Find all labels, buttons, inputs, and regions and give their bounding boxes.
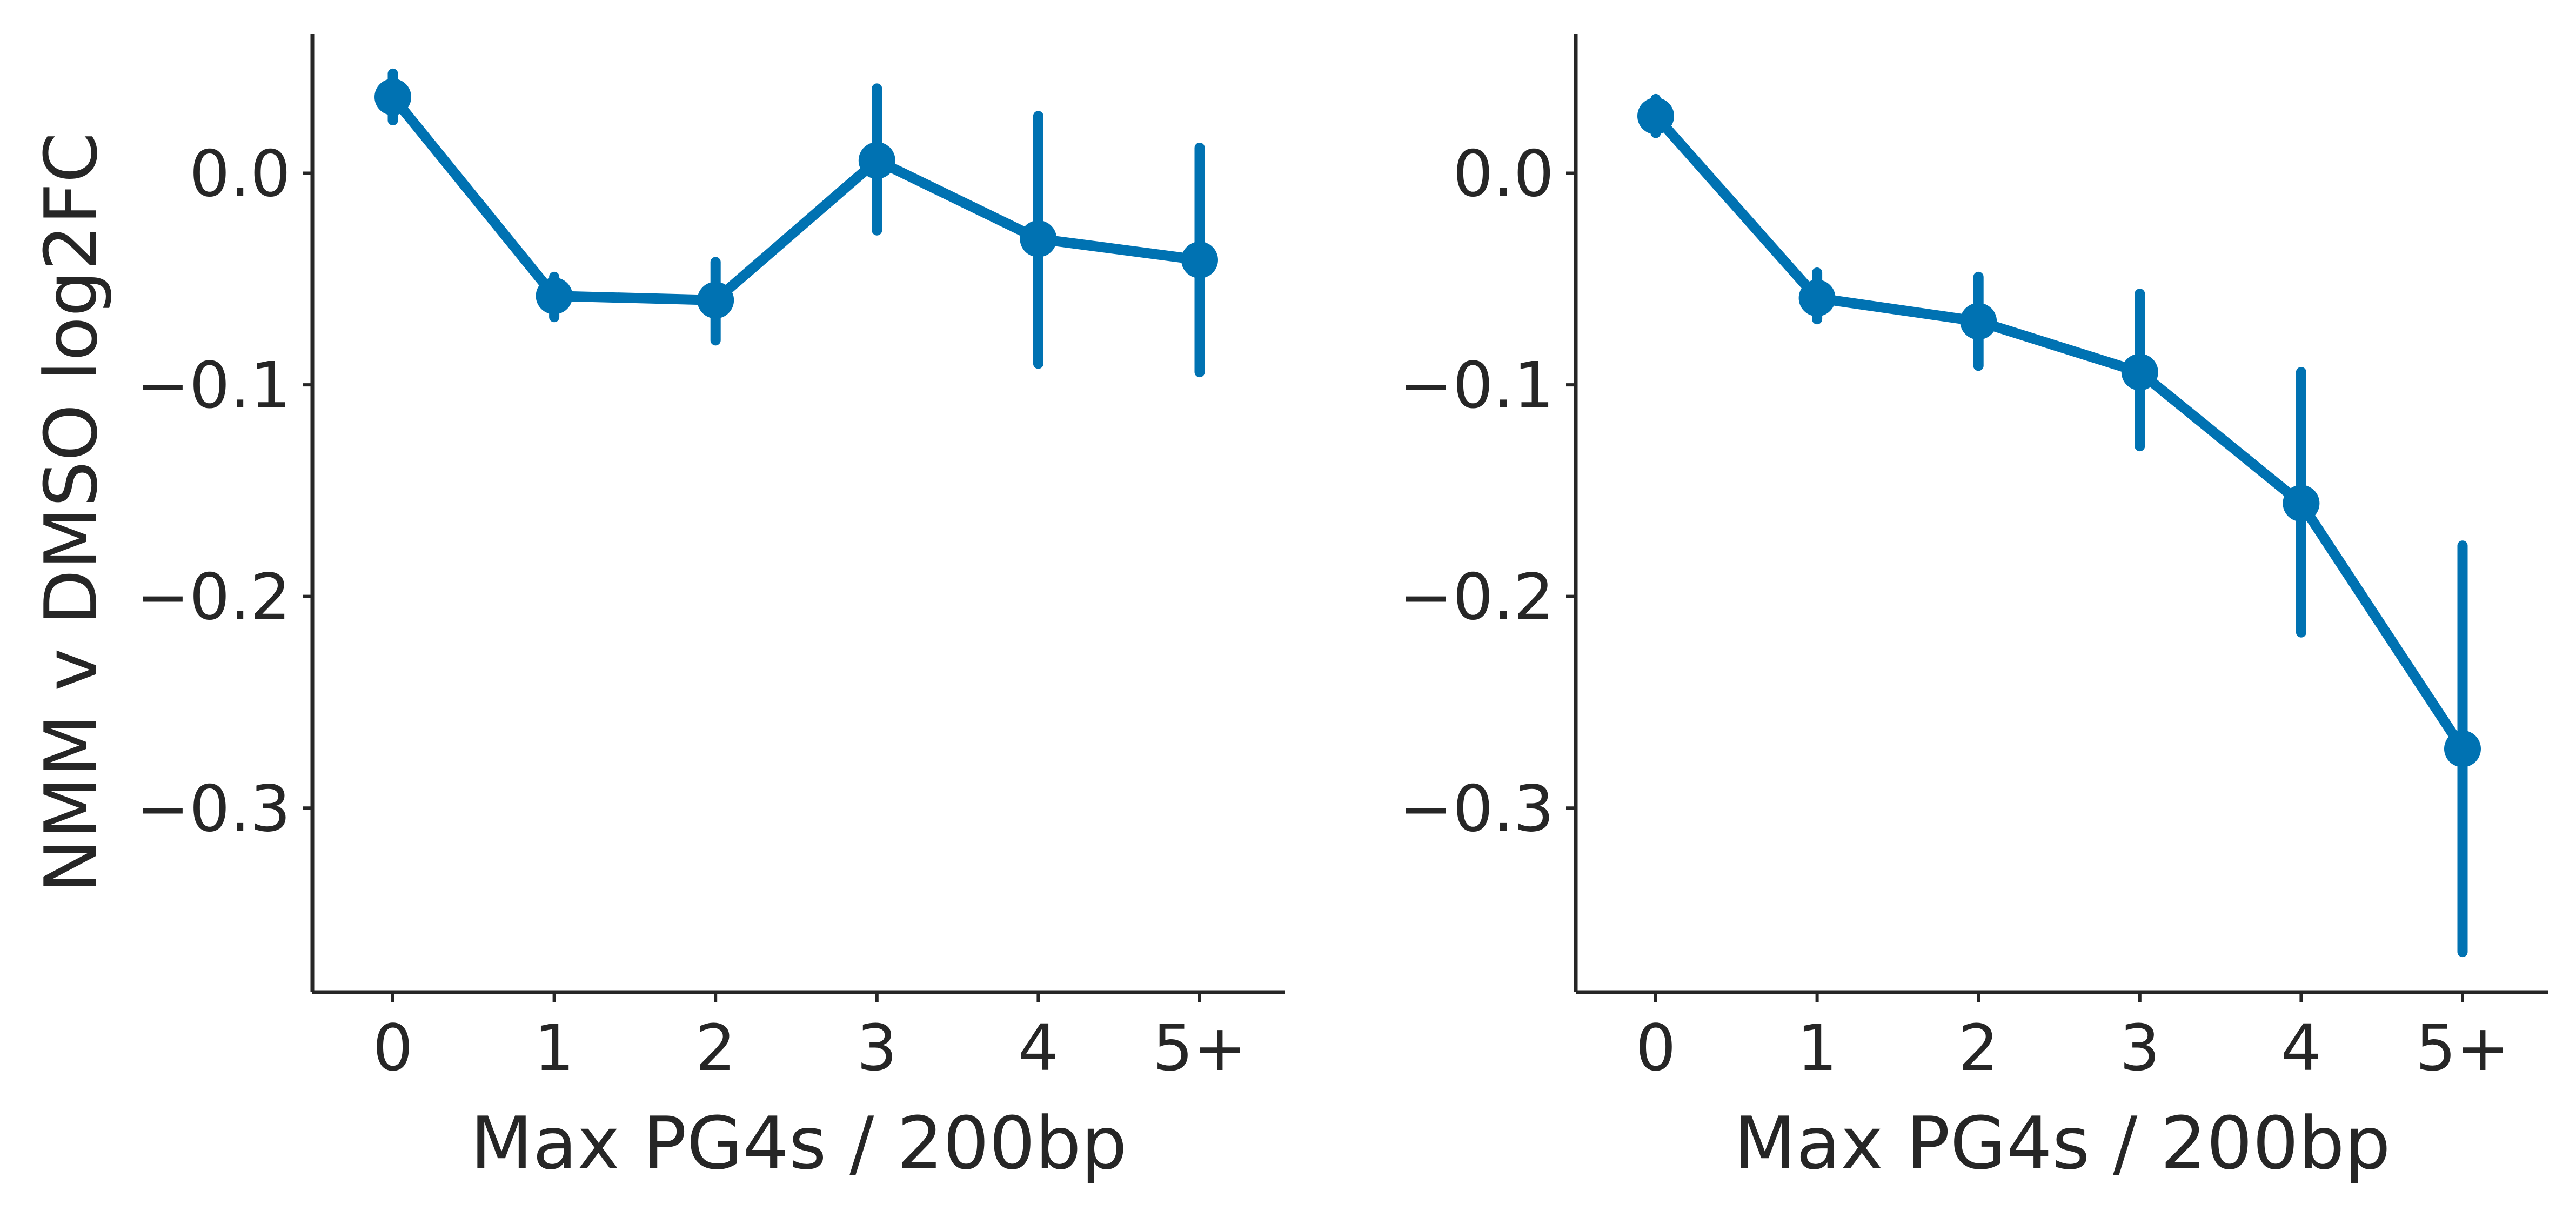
y-tick-label: 0.0 — [189, 136, 291, 211]
right-panel: 0.0 −0.1 −0.2 −0.3 0 1 2 3 4 5+ Max PG4s / 200bp — [1399, 34, 2548, 1186]
y-tick-label: −0.1 — [1399, 348, 1554, 423]
x-tick-label: 5+ — [2416, 1011, 2510, 1085]
series-line — [387, 91, 1205, 305]
data-point — [858, 142, 895, 179]
x-tick-label: 3 — [2119, 1011, 2160, 1085]
data-point — [2444, 730, 2481, 767]
data-point — [2283, 485, 2320, 522]
data-point — [1960, 303, 1997, 340]
x-tick-label: 2 — [1958, 1011, 1999, 1085]
x-tick-label: 0 — [1635, 1011, 1676, 1085]
data-point — [697, 282, 734, 319]
x-tick-label: 0 — [372, 1011, 413, 1085]
data-point — [1181, 242, 1218, 279]
x-tick-label: 1 — [534, 1011, 574, 1085]
x-axis-label: Max PG4s / 200bp — [470, 1101, 1127, 1186]
y-tick-label: −0.1 — [136, 348, 291, 423]
y-tick-label: −0.2 — [1399, 560, 1554, 634]
x-tick-label: 5+ — [1153, 1011, 1247, 1085]
data-point — [536, 277, 573, 315]
y-tick-label: −0.3 — [136, 771, 291, 846]
y-tick-label: −0.3 — [1399, 771, 1554, 846]
left-panel: 0.0 −0.1 −0.2 −0.3 0 1 2 3 4 5+ Max PG4s / 200bp NM… — [29, 34, 1285, 1186]
x-axis-label: Max PG4s / 200bp — [1734, 1101, 2391, 1186]
x-tick-label: 3 — [857, 1011, 897, 1085]
x-tick-label: 2 — [695, 1011, 736, 1085]
series-line — [1650, 111, 2468, 754]
data-point — [2121, 353, 2158, 391]
y-tick-label: −0.2 — [136, 560, 291, 634]
x-tick-label: 4 — [1018, 1011, 1059, 1085]
y-axis-label: NMM v DMSO log2FC — [29, 132, 113, 893]
data-point — [1637, 97, 1674, 135]
x-tick-label: 1 — [1797, 1011, 1837, 1085]
data-point — [1798, 279, 1836, 317]
data-point — [374, 78, 411, 116]
x-tick-label: 4 — [2281, 1011, 2321, 1085]
y-tick-label: 0.0 — [1453, 136, 1554, 211]
data-point — [1020, 220, 1057, 257]
